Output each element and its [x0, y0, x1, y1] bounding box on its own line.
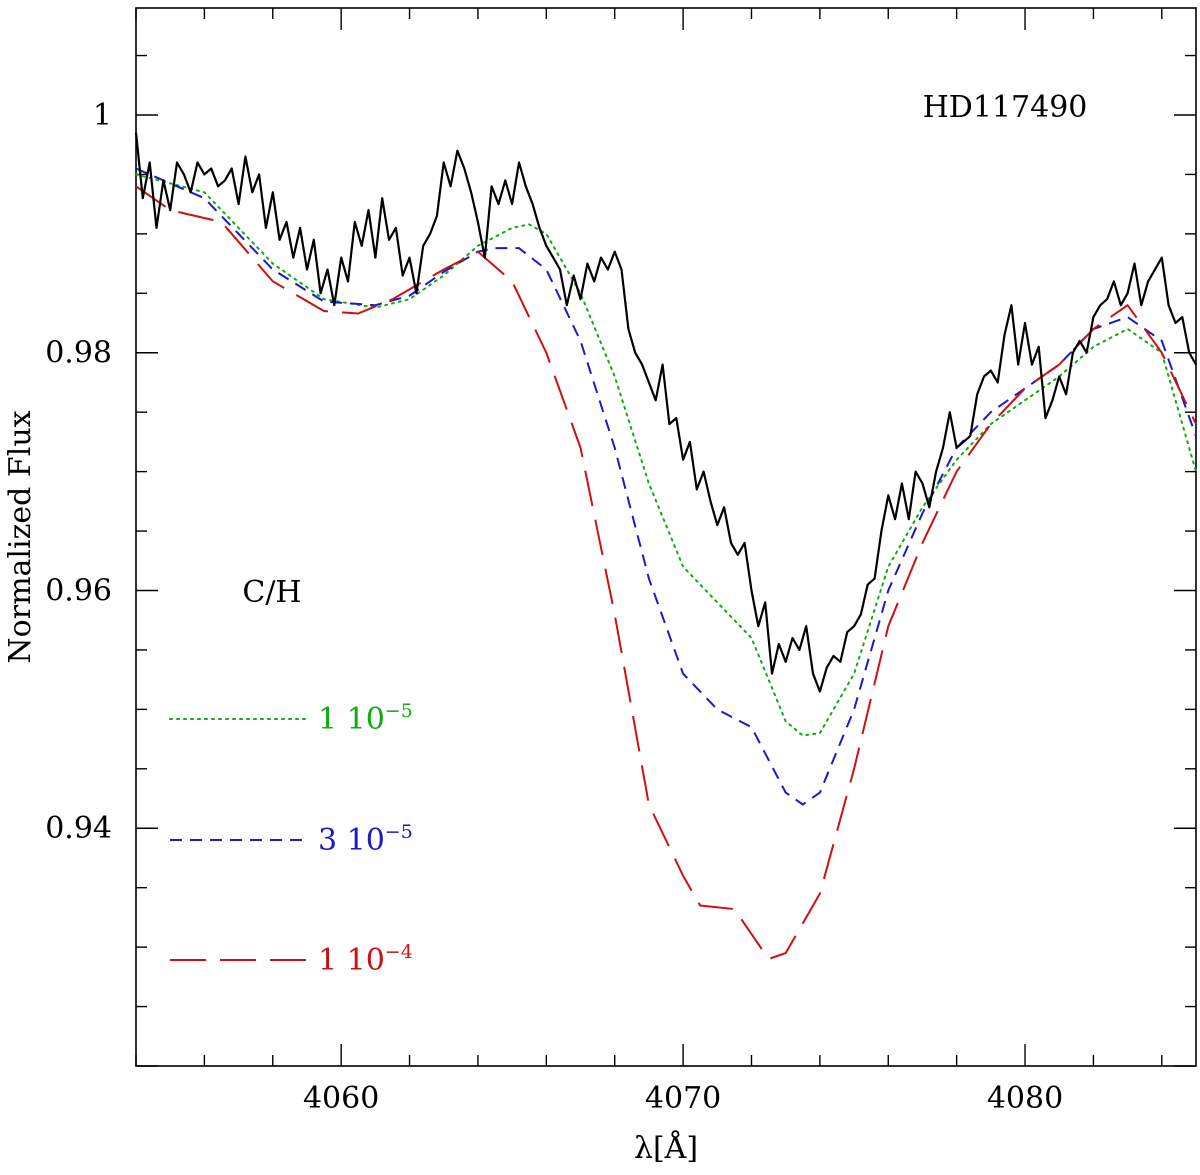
y-tick-label: 0.96 — [45, 573, 112, 608]
legend-label-red-longdashed: 1 10−4 — [318, 941, 413, 978]
star-name-label: HD117490 — [923, 90, 1088, 125]
y-axis-label: Normalized Flux — [3, 410, 38, 663]
model-line-green-dotted — [135, 173, 1197, 737]
observed-spectrum-line — [134, 132, 1197, 693]
x-axis-label: λ[Å] — [634, 1130, 698, 1166]
legend-title: C/H — [242, 575, 301, 610]
model-line-blue-dashed — [135, 167, 1197, 806]
x-tick-label: 4070 — [645, 1081, 721, 1116]
model-line-red-longdashed — [135, 185, 1197, 961]
plot-frame — [135, 7, 1197, 1067]
x-tick-label: 4080 — [987, 1081, 1063, 1116]
y-tick-label: 0.94 — [45, 811, 112, 846]
y-tick-label: 0.98 — [45, 336, 112, 371]
y-tick-label: 1 — [93, 98, 112, 133]
legend-label-green-dotted: 1 10−5 — [318, 700, 413, 737]
legend-label-blue-dashed: 3 10−5 — [318, 821, 413, 858]
x-tick-label: 4060 — [303, 1081, 379, 1116]
